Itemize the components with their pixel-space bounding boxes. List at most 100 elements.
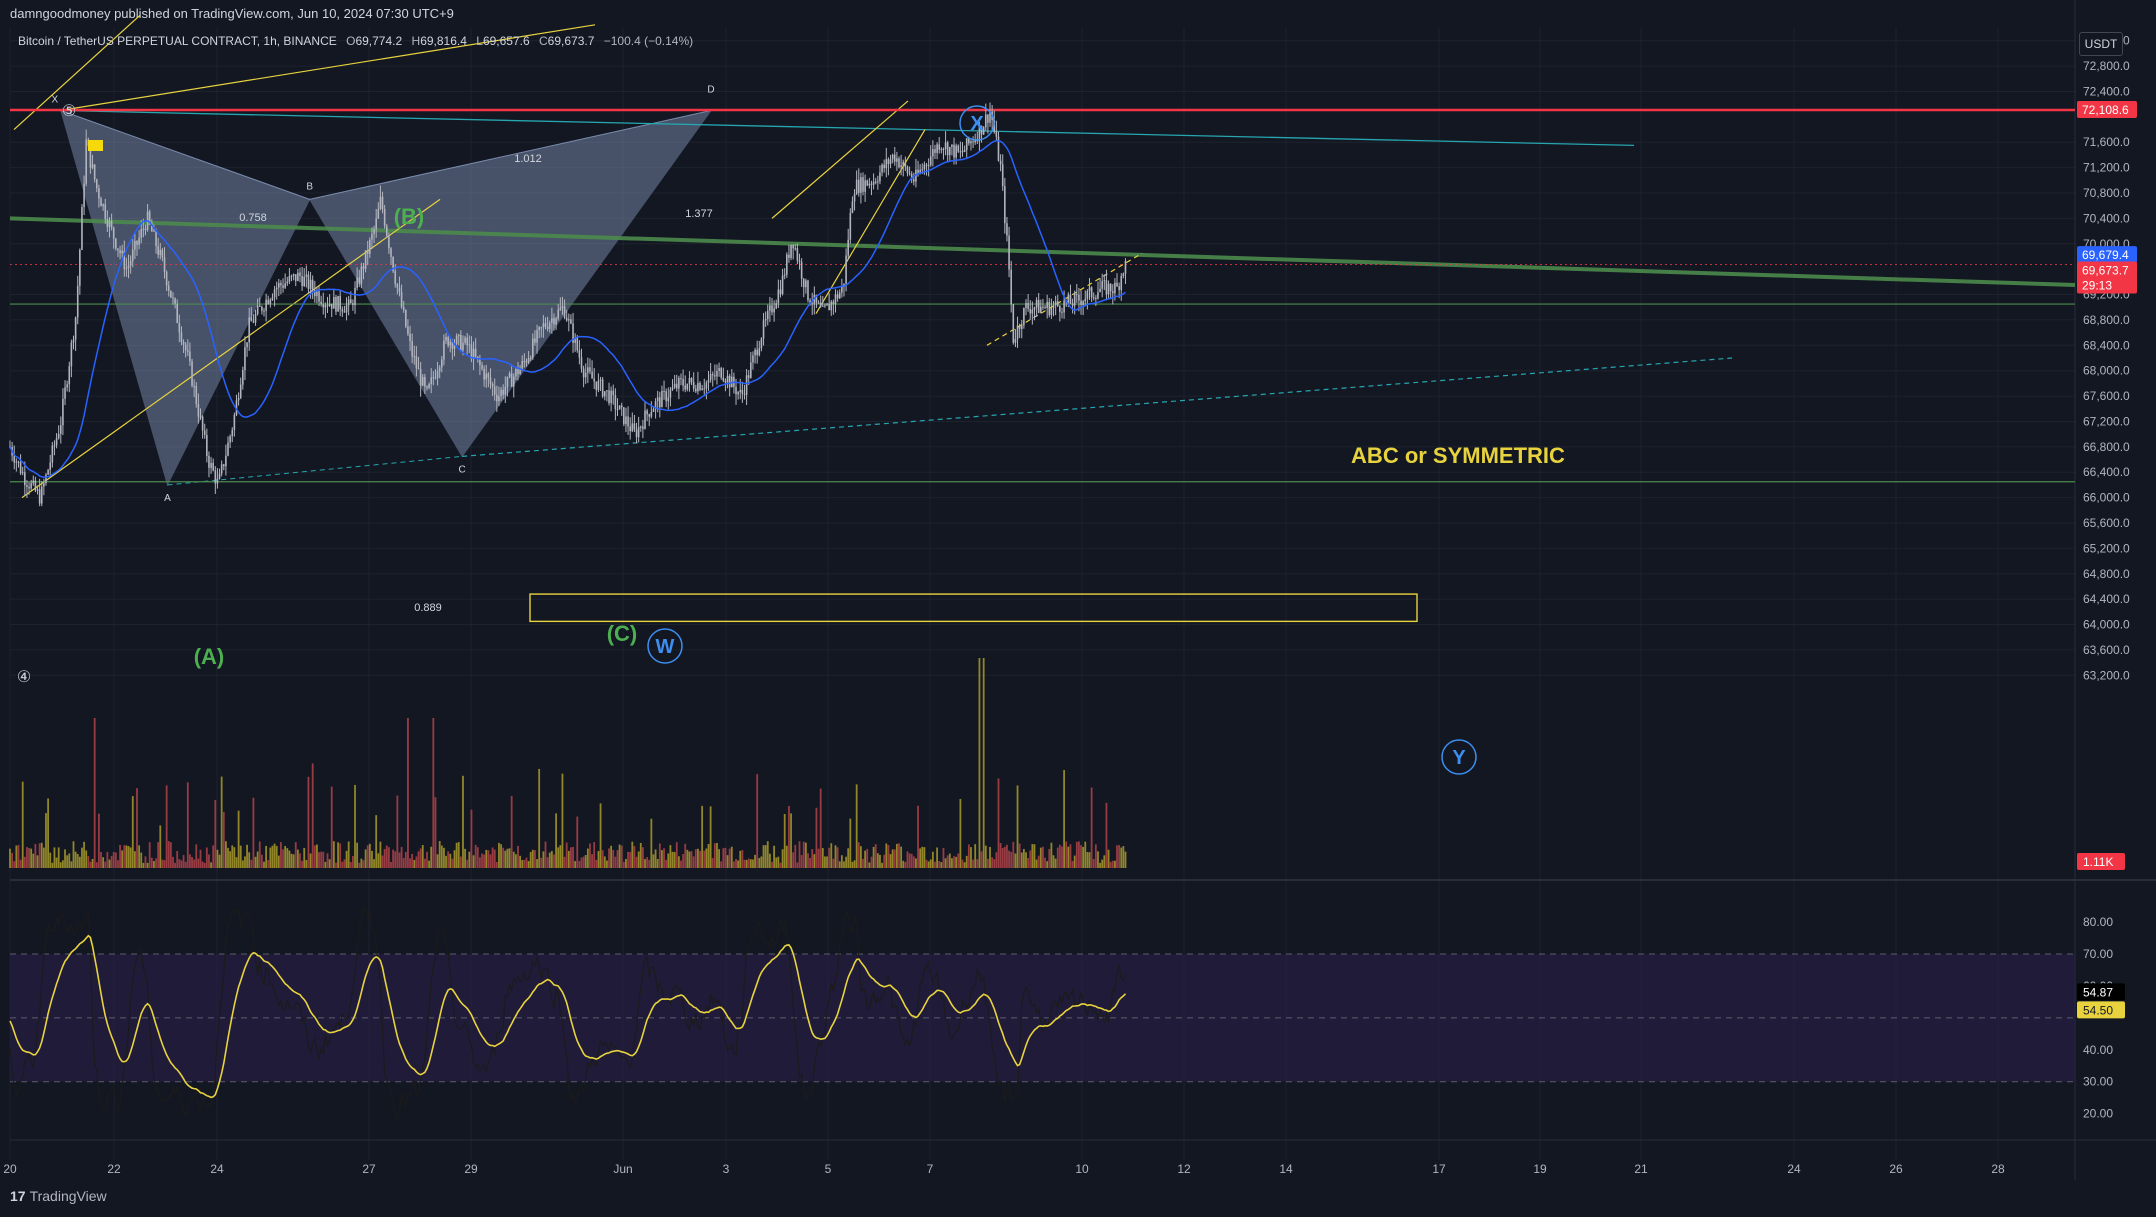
volume-bar (265, 845, 268, 868)
annotation-text: ABC or SYMMETRIC (1351, 443, 1565, 468)
volume-bar (779, 862, 782, 868)
volume-bar (728, 848, 731, 868)
volume-bar (572, 847, 574, 868)
candle-body (265, 299, 267, 311)
volume-bar (42, 847, 45, 868)
candle-body (959, 151, 962, 153)
candle-body (85, 139, 87, 184)
volume-bar (929, 859, 932, 868)
time-tick-label: 3 (723, 1162, 730, 1176)
candle-body (972, 141, 974, 143)
tradingview-footer[interactable]: 17 TradingView (10, 1188, 107, 1204)
currency-button[interactable]: USDT (2079, 32, 2123, 56)
candle-body (462, 342, 464, 351)
rsi-line (9, 905, 1127, 1120)
volume-bar (951, 858, 953, 868)
candle-body (216, 478, 219, 484)
volume-bar (17, 844, 20, 868)
candle-body (250, 317, 253, 322)
volume-bar (724, 847, 727, 868)
volume-bar (85, 850, 88, 868)
price-tick-label: 71,600.0 (2083, 135, 2130, 149)
volume-bar (722, 848, 725, 868)
volume-bar (163, 860, 166, 868)
candle-body (1052, 305, 1055, 308)
volume-bar (203, 862, 206, 868)
volume-bar (235, 857, 238, 868)
candle-body (663, 390, 665, 392)
candle-body (396, 283, 399, 288)
candle-body (870, 183, 873, 185)
volume-bar (1008, 850, 1010, 868)
volume-bar (66, 855, 69, 868)
green-trendline (9, 216, 2076, 288)
candle-body (750, 362, 752, 378)
volume-bar (726, 855, 729, 868)
volume-bar (529, 852, 532, 868)
candle-body (527, 358, 530, 363)
time-tick-label: 27 (362, 1162, 376, 1176)
volume-bar (176, 850, 179, 868)
candle-body (136, 240, 138, 245)
candle-body (413, 356, 416, 358)
candle-body (504, 387, 507, 395)
volume-bar (599, 803, 602, 868)
volume-bar (762, 845, 765, 868)
candle-body (934, 149, 936, 153)
volume-bar (595, 859, 598, 868)
candle-body (656, 397, 659, 402)
candle-body (747, 375, 750, 378)
candle-body (278, 283, 280, 288)
candle-body (322, 303, 325, 308)
candle-body (235, 400, 238, 416)
volume-bar (117, 860, 119, 868)
volume-bar (462, 775, 464, 868)
volume-bar (201, 861, 204, 868)
volume-bar (523, 859, 526, 868)
candle-body (1109, 283, 1112, 292)
volume-bar (51, 862, 54, 868)
candle-body (1120, 275, 1123, 291)
candle-body (43, 483, 45, 487)
candle-body (548, 322, 551, 329)
volume-bar (991, 857, 994, 868)
candle-body (646, 410, 648, 415)
candle-body (385, 225, 388, 236)
volume-bar (639, 842, 642, 868)
volume-bar (1048, 848, 1051, 868)
candle-body (286, 281, 289, 284)
candle-body (1008, 235, 1010, 270)
candle-body (1092, 297, 1095, 299)
price-tick-label: 68,000.0 (2083, 364, 2130, 378)
candle-body (1069, 294, 1072, 304)
volume-bar (915, 858, 917, 868)
candle-body (1018, 325, 1021, 329)
candle-body (148, 211, 151, 223)
volume-bar (390, 861, 392, 868)
volume-bar (140, 852, 143, 868)
volume-bar (375, 815, 378, 868)
candle-body (100, 198, 102, 207)
pattern-point-a: A (164, 493, 171, 504)
candle-body (866, 180, 869, 186)
candle-body (64, 387, 66, 399)
volume-bar (74, 851, 77, 868)
candle-body (229, 436, 231, 443)
candle-body (176, 303, 179, 323)
volume-bar (102, 857, 105, 868)
candle-body (864, 180, 866, 192)
candle-body (828, 303, 830, 311)
candle-body (591, 371, 593, 379)
volume-bar (982, 658, 985, 868)
candle-body (167, 285, 170, 291)
candle-body (294, 274, 297, 281)
volume-bar (847, 848, 850, 868)
volume-bar (55, 857, 58, 868)
volume-bar (32, 853, 35, 868)
candle-body (1103, 280, 1106, 282)
volume-bar (688, 851, 691, 868)
volume-bar (286, 848, 289, 868)
volume-bar (517, 845, 519, 868)
candle-body (699, 383, 701, 390)
